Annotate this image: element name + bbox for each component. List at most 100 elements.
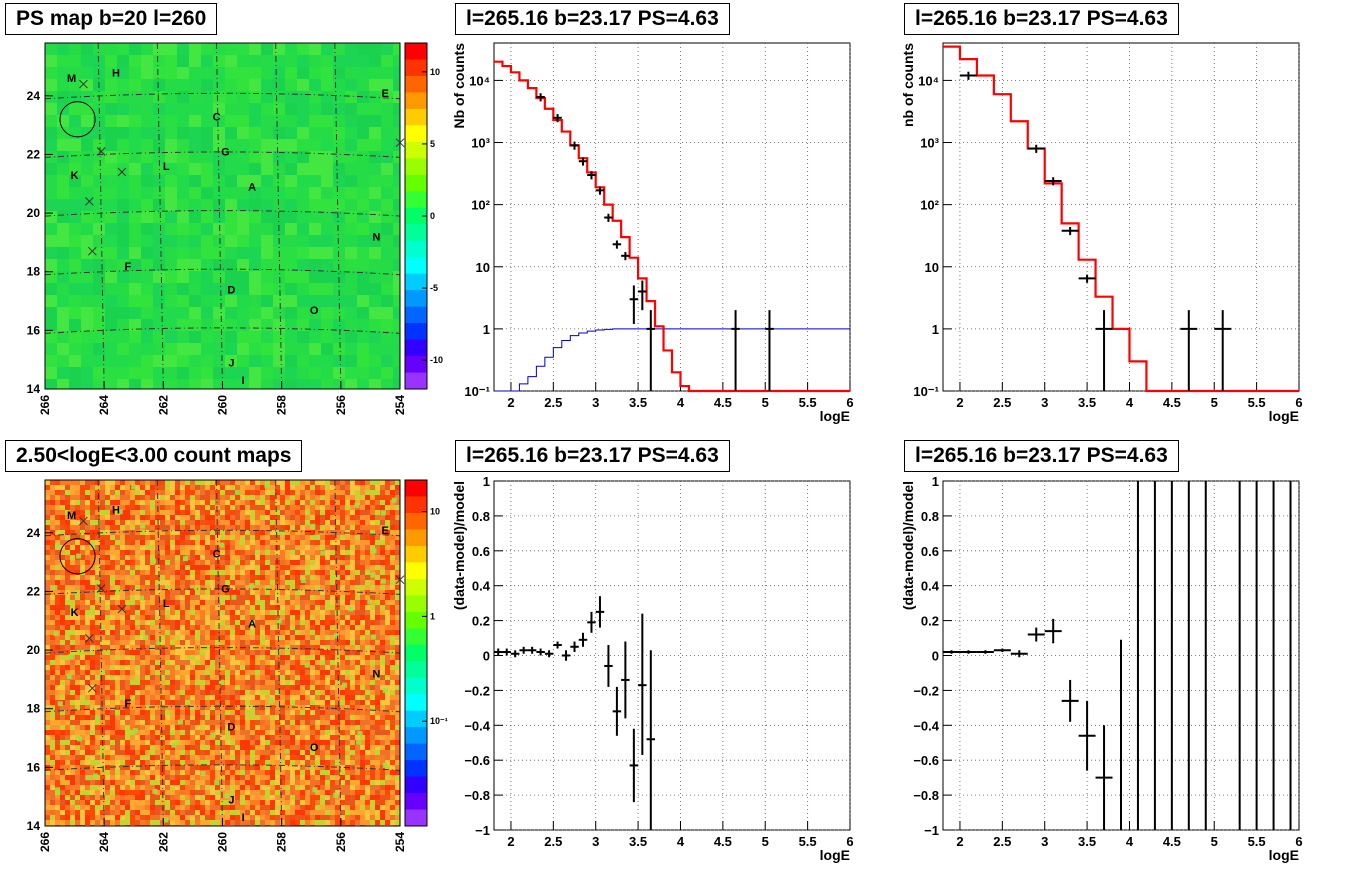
y-tick-label: −0.8: [464, 788, 490, 803]
x-tick-label: 258: [275, 395, 289, 415]
colorbar-segment: [405, 175, 427, 192]
colorbar-segment: [405, 109, 427, 126]
y-tick-label: 0.4: [921, 579, 940, 594]
y-tick-label: 18: [27, 702, 41, 716]
x-tick-label: 262: [156, 395, 170, 415]
plot-frame: [494, 481, 850, 830]
x-tick-label: 2.5: [993, 834, 1011, 849]
colorbar-segment: [405, 257, 427, 274]
y-tick-label: 10³: [920, 136, 939, 151]
colorbar-segment: [405, 711, 427, 728]
y-tick-label: 0: [483, 649, 490, 664]
y-tick-label: 0.8: [921, 509, 939, 524]
colorbar-segment: [405, 158, 427, 175]
source-label-N: N: [372, 669, 380, 681]
source-label-J: J: [228, 795, 234, 807]
y-tick-label: −0.6: [913, 753, 939, 768]
colorbar-segment: [405, 595, 427, 612]
source-label-M: M: [67, 73, 76, 85]
colorbar-segment: [405, 744, 427, 761]
x-tick-label: 254: [393, 832, 407, 852]
source-label-L: L: [163, 598, 170, 610]
x-tick-label: 3.5: [629, 834, 647, 849]
x-tick-label: 4: [677, 834, 685, 849]
source-label-F: F: [124, 698, 131, 710]
panel-title: l=265.16 b=23.17 PS=4.63: [455, 3, 730, 35]
x-tick-label: 4.5: [1163, 395, 1181, 410]
x-tick-label: 258: [275, 832, 289, 852]
x-tick-label: 2.5: [993, 395, 1011, 410]
y-tick-label: 16: [27, 760, 41, 774]
x-tick-label: 264: [97, 832, 111, 852]
x-tick-label: 4: [1126, 395, 1134, 410]
source-label-I: I: [242, 812, 245, 824]
source-label-F: F: [124, 261, 131, 273]
source-label-E: E: [382, 88, 389, 100]
y-tick-label: 14: [27, 382, 41, 396]
y-tick-label: 10⁻¹: [913, 384, 939, 399]
x-tick-label: 254: [393, 395, 407, 415]
colorbar-segment: [405, 546, 427, 563]
x-tick-label: 3.5: [629, 395, 647, 410]
x-tick-label: 3: [1041, 834, 1048, 849]
y-tick-label: 0.8: [472, 509, 490, 524]
source-label-A: A: [248, 182, 256, 194]
y-tick-label: −0.8: [913, 788, 939, 803]
y-tick-label: 24: [27, 526, 41, 540]
x-tick-label: 2: [507, 395, 514, 410]
x-tick-label: 2.5: [544, 395, 562, 410]
x-tick-label: 5.5: [799, 395, 817, 410]
colorbar-tick-label: -5: [430, 283, 438, 293]
y-tick-label: 10³: [471, 136, 490, 151]
colorbar-segment: [405, 760, 427, 777]
source-label-D: D: [227, 284, 235, 296]
source-label-O: O: [310, 742, 319, 754]
x-tick-label: 266: [38, 395, 52, 415]
source-label-I: I: [242, 375, 245, 387]
x-tick-label: 3: [592, 395, 599, 410]
panel-title: l=265.16 b=23.17 PS=4.63: [455, 440, 730, 472]
colorbar-tick-label: 10: [430, 67, 440, 77]
source-label-M: M: [67, 510, 76, 522]
source-label-C: C: [213, 111, 221, 123]
y-tick-label: 10²: [471, 198, 490, 213]
y-tick-label: 22: [27, 584, 41, 598]
colorbar-segment: [405, 76, 427, 93]
colorbar-segment: [405, 480, 427, 497]
x-tick-label: 262: [156, 832, 170, 852]
source-label-G: G: [221, 583, 230, 595]
colorbar-segment: [405, 340, 427, 357]
source-label-N: N: [372, 232, 380, 244]
colorbar-segment: [405, 628, 427, 645]
y-axis-label: (data-model)/model: [900, 481, 916, 610]
y-tick-label: 10⁴: [469, 73, 490, 88]
y-tick-label: 18: [27, 265, 41, 279]
y-tick-label: −0.2: [464, 683, 490, 698]
colorbar-tick-label: 1: [430, 611, 435, 621]
x-tick-label: 266: [38, 832, 52, 852]
x-tick-label: 2: [507, 834, 514, 849]
colorbar-segment: [405, 59, 427, 76]
y-tick-label: 1: [932, 322, 939, 337]
colorbar-segment: [405, 678, 427, 695]
colorbar-segment: [405, 727, 427, 744]
source-label-H: H: [112, 67, 120, 79]
colorbar-segment: [405, 290, 427, 307]
y-tick-label: 0: [932, 649, 939, 664]
map-texture: [45, 43, 400, 389]
y-tick-label: −1: [475, 823, 490, 838]
panel-title: 2.50<logE<3.00 count maps: [5, 440, 302, 472]
source-label-K: K: [71, 170, 79, 182]
x-tick-label: 5: [1211, 395, 1218, 410]
x-axis-label: logE: [1269, 847, 1299, 863]
y-axis-label: Nb of counts: [451, 43, 467, 129]
